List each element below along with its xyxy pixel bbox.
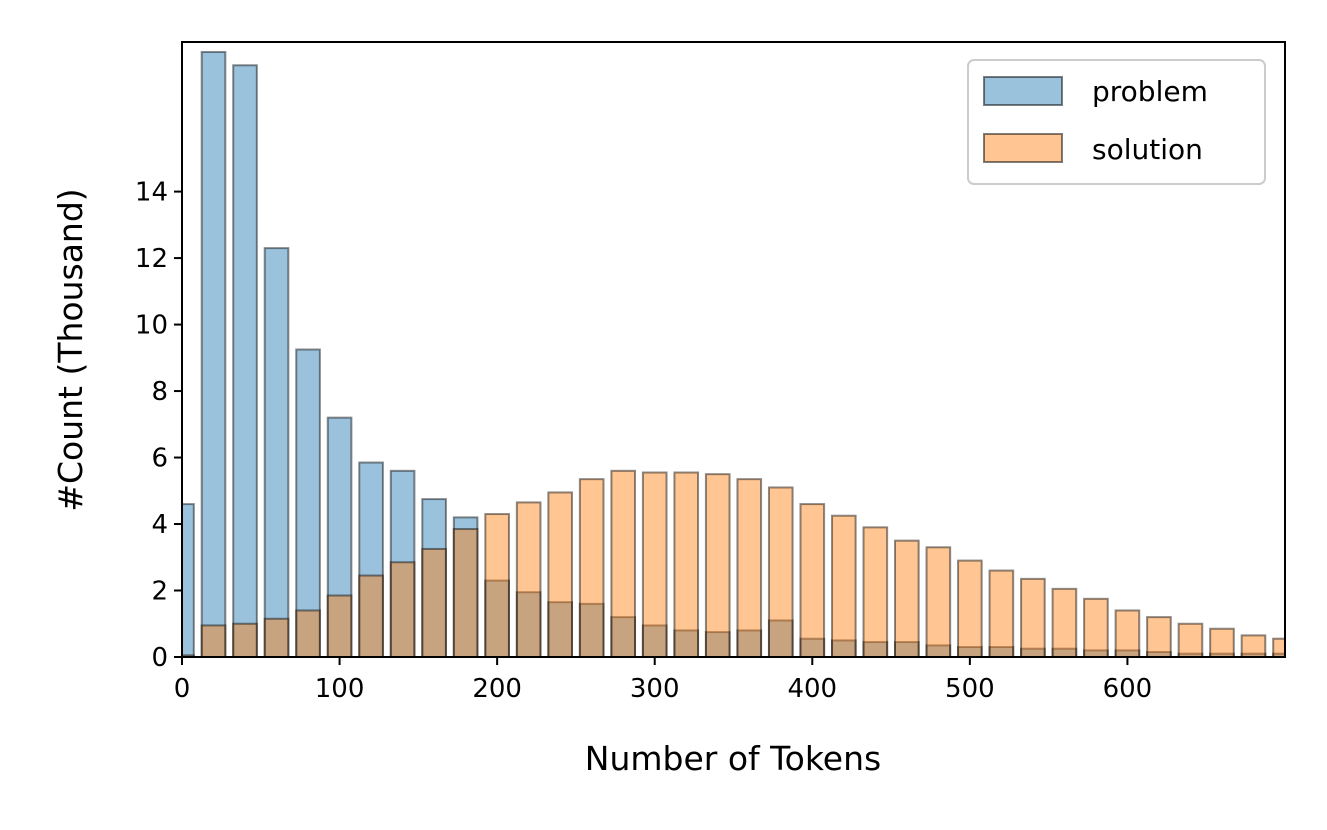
bar-solution bbox=[263, 617, 290, 657]
y-tick-label: 14 bbox=[135, 178, 168, 208]
y-axis: 0 2 4 6 8 10 12 14 bbox=[135, 178, 182, 673]
y-tick-label: 2 bbox=[151, 577, 168, 607]
bar-solution bbox=[547, 491, 573, 657]
legend-label-problem: problem bbox=[1092, 75, 1208, 108]
bar-solution bbox=[830, 514, 857, 657]
bar-solution bbox=[1083, 597, 1109, 657]
legend-box bbox=[967, 59, 1266, 185]
bar-problem bbox=[421, 498, 447, 657]
legend-swatch-problem bbox=[983, 76, 1063, 106]
bar-problem bbox=[326, 416, 353, 657]
legend: problem solution bbox=[967, 59, 1266, 185]
y-tick-label: 6 bbox=[151, 444, 168, 474]
bar-solution bbox=[1177, 622, 1204, 657]
legend-swatch-solution bbox=[983, 133, 1063, 163]
bar-problem bbox=[232, 64, 258, 657]
bar-problem bbox=[1083, 649, 1109, 657]
bar-solution bbox=[421, 547, 447, 657]
bar-solution bbox=[957, 559, 983, 657]
bar-problem bbox=[925, 644, 952, 657]
x-axis-title: Number of Tokens bbox=[585, 739, 881, 778]
bar-problem bbox=[1051, 647, 1078, 657]
y-tick-label: 4 bbox=[151, 510, 168, 540]
bar-problem bbox=[263, 247, 290, 657]
x-tick-label: 200 bbox=[472, 674, 522, 704]
bar-solution bbox=[200, 624, 227, 657]
bar-solution bbox=[925, 546, 952, 657]
bar-solution bbox=[862, 526, 889, 657]
bar-solution bbox=[1240, 634, 1267, 657]
bar-problem bbox=[200, 50, 227, 657]
y-tick-label: 8 bbox=[151, 377, 168, 407]
x-tick-label: 300 bbox=[630, 674, 680, 704]
x-tick-label: 100 bbox=[315, 674, 365, 704]
y-tick-label: 10 bbox=[135, 311, 168, 341]
bar-solution bbox=[295, 609, 321, 657]
bar-problem bbox=[957, 646, 983, 657]
bar-solution bbox=[1114, 609, 1141, 657]
bar-solution bbox=[515, 501, 542, 657]
bar-solution bbox=[358, 574, 384, 657]
bar-solution bbox=[326, 594, 353, 657]
bar-problem bbox=[1020, 647, 1046, 657]
bar-solution bbox=[389, 561, 416, 657]
bar-problem bbox=[988, 646, 1015, 657]
x-axis: 0 100 200 300 400 500 600 bbox=[174, 657, 1153, 704]
x-tick-label: 0 bbox=[174, 674, 191, 704]
bar-solution bbox=[704, 473, 731, 657]
bar-solution bbox=[1146, 616, 1172, 657]
y-axis-title: #Count (Thousand) bbox=[51, 188, 90, 511]
bar-solution bbox=[1051, 587, 1078, 657]
x-tick-label: 400 bbox=[787, 674, 837, 704]
bar-solution bbox=[736, 478, 763, 657]
x-tick-label: 500 bbox=[945, 674, 995, 704]
bar-problem bbox=[641, 624, 668, 657]
bar-solution bbox=[1209, 627, 1235, 657]
series-solution bbox=[182, 469, 1285, 657]
legend-label-solution: solution bbox=[1092, 133, 1203, 166]
bar-problem bbox=[295, 348, 321, 657]
bar-solution bbox=[232, 622, 258, 657]
bar-solution bbox=[610, 469, 637, 657]
bar-problem bbox=[358, 461, 384, 657]
bar-solution bbox=[484, 513, 510, 657]
bar-solution bbox=[452, 528, 479, 657]
bar-problem bbox=[1114, 649, 1141, 657]
y-tick-label: 12 bbox=[135, 244, 168, 274]
bar-problem bbox=[767, 619, 794, 657]
bar-solution bbox=[988, 569, 1015, 657]
x-tick-label: 600 bbox=[1103, 674, 1153, 704]
bar-solution bbox=[641, 471, 668, 657]
bar-solution bbox=[767, 486, 794, 657]
y-tick-label: 0 bbox=[151, 643, 168, 673]
plot-frame bbox=[181, 41, 1286, 658]
bar-solution bbox=[578, 478, 605, 657]
bar-solution bbox=[673, 471, 700, 657]
bar-solution bbox=[894, 539, 920, 657]
bar-solution bbox=[799, 503, 826, 657]
bar-solution bbox=[1020, 577, 1046, 657]
